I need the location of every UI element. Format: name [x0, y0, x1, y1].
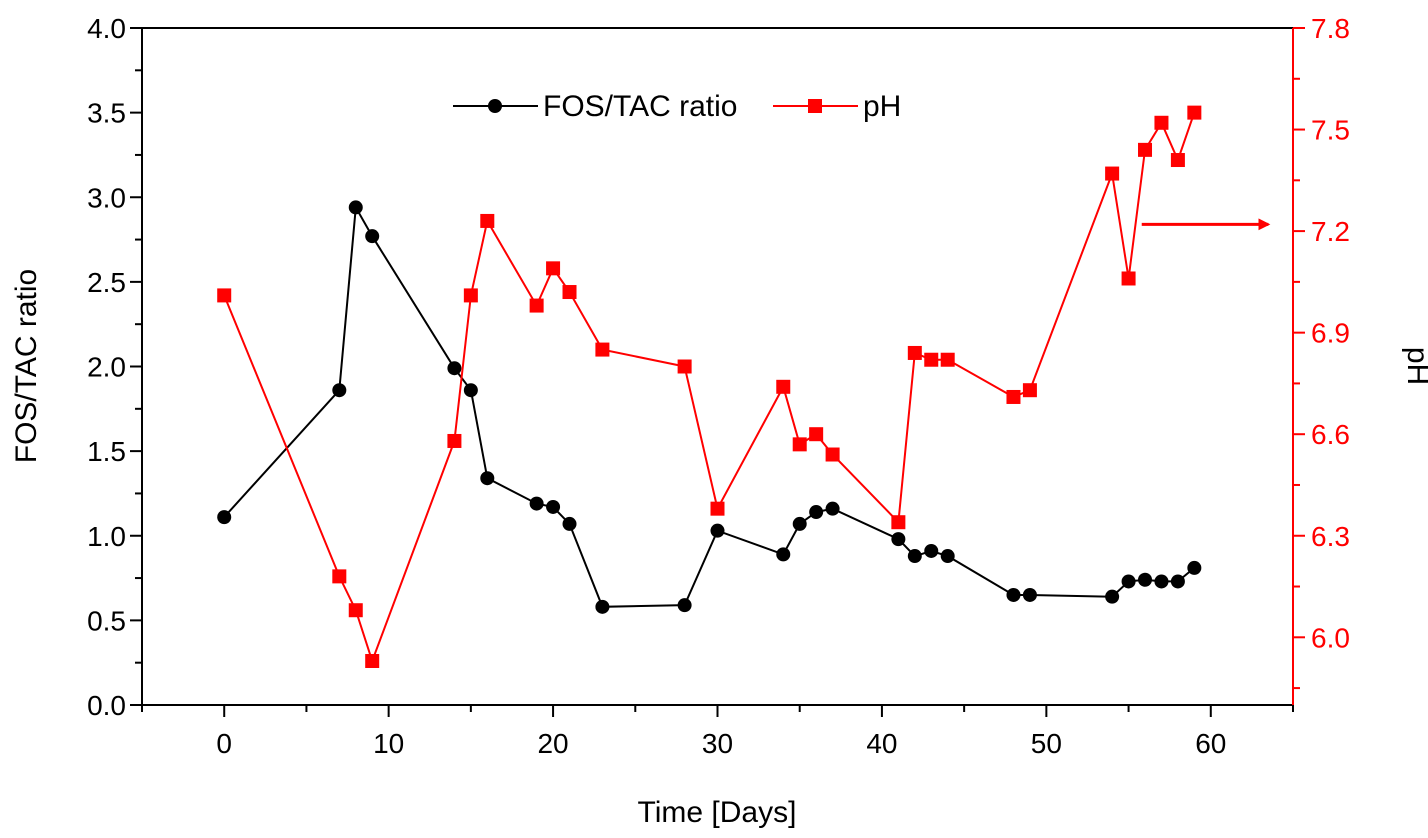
y-left-tick-label: 0.0 [87, 690, 126, 721]
y-right-axis-title: pH [1401, 347, 1428, 385]
fos-tac-data-point [1121, 574, 1136, 589]
ph-data-point [463, 288, 478, 303]
ph-data-point [1187, 105, 1202, 120]
y-right-axis-ticks: 6.0 6.3 6.6 6.9 7.2 7.5 7.8 [1293, 13, 1350, 690]
fos-tac-data-point [792, 516, 807, 531]
fos-tac-data-point [562, 516, 577, 531]
x-tick-label: 60 [1195, 728, 1226, 759]
fos-tac-data-point [1138, 572, 1153, 587]
ph-data-point [480, 213, 495, 228]
legend: FOS/TAC ratio pH [453, 90, 901, 123]
fos-tac-data-point [463, 383, 478, 398]
x-tick-label: 40 [866, 728, 897, 759]
ph-data-point [891, 515, 906, 530]
fos-tac-data-point [1170, 574, 1185, 589]
ph-data-point [348, 603, 363, 618]
fos-tac-data-point [1022, 587, 1037, 602]
fos-tac-data-point [891, 532, 906, 547]
fos-tac-data-point [595, 599, 610, 614]
ph-data-point [1170, 153, 1185, 168]
x-axis-title: Time [Days] [638, 796, 797, 829]
fos-tac-data-point [924, 543, 939, 558]
fos-tac-data-point [365, 229, 380, 244]
ph-data-point [447, 433, 462, 448]
ph-data-point [562, 285, 577, 300]
y-right-tick-label: 6.9 [1311, 318, 1350, 349]
fos-tac-data-point [1154, 574, 1169, 589]
y-left-tick-label: 2.5 [87, 267, 126, 298]
fos-tac-data-point [217, 510, 232, 525]
legend-marker-fos-tac [488, 99, 502, 113]
fos-tac-data-point [546, 499, 561, 514]
y-left-tick-label: 3.5 [87, 98, 126, 129]
x-tick-label: 20 [537, 728, 568, 759]
ph-series-line [223, 112, 1196, 665]
ph-data-point [907, 345, 922, 360]
fos-tac-data-point [1105, 589, 1120, 604]
x-tick-label: 30 [702, 728, 733, 759]
y-left-tick-label: 2.0 [87, 352, 126, 383]
y-right-tick-label: 6.6 [1311, 419, 1350, 450]
ph-data-point [529, 298, 544, 313]
fos-tac-data-point [677, 598, 692, 613]
y-left-tick-label: 1.5 [87, 436, 126, 467]
ph-data-point [595, 342, 610, 357]
series-ph [217, 105, 1202, 668]
fos-tac-data-point [1006, 587, 1021, 602]
ph-data-point [940, 352, 955, 367]
y-left-tick-label: 4.0 [87, 13, 126, 44]
ph-data-point [677, 359, 692, 374]
ph-data-point [710, 501, 725, 516]
y-right-tick-label: 7.2 [1311, 216, 1350, 247]
x-tick-label: 0 [216, 728, 232, 759]
ph-data-point [217, 288, 232, 303]
plot-frame [141, 27, 1294, 706]
ph-data-point [1121, 271, 1136, 286]
ph-data-point [1105, 166, 1120, 181]
y-left-tick-label: 3.0 [87, 182, 126, 213]
ph-data-point [1154, 115, 1169, 130]
y-left-axis-ticks: 0.0 0.5 1.0 1.5 2.0 2.5 3.0 3.5 4.0 [87, 13, 142, 721]
ph-data-point [809, 427, 824, 442]
ph-data-point [546, 261, 561, 276]
legend-marker-ph [808, 99, 822, 113]
fos-tac-data-point [825, 501, 840, 516]
x-tick-label: 50 [1031, 728, 1062, 759]
fos-tac-data-point [776, 547, 791, 562]
fos-tac-data-point [940, 549, 955, 564]
x-axis-ticks: 0 10 20 30 40 50 60 [141, 705, 1294, 759]
fos-tac-data-point [529, 496, 544, 511]
y-left-axis-title: FOS/TAC ratio [10, 269, 43, 463]
fos-tac-data-point [480, 471, 495, 486]
ph-data-point [365, 653, 380, 668]
ph-data-point [924, 352, 939, 367]
fos-tac-data-point [332, 383, 347, 398]
ph-data-point [776, 379, 791, 394]
ph-data-point [1022, 383, 1037, 398]
y-right-tick-label: 6.0 [1311, 622, 1350, 653]
y-right-tick-label: 7.5 [1311, 115, 1350, 146]
fos-tac-data-point [907, 549, 922, 564]
series-fos-tac-ratio [217, 200, 1202, 614]
ph-data-point [332, 569, 347, 584]
ph-data-point [1138, 142, 1153, 157]
fos-tac-series-line [223, 204, 1195, 608]
y-left-tick-label: 1.0 [87, 521, 126, 552]
fos-tac-data-point [710, 523, 725, 538]
y-left-tick-label: 0.5 [87, 605, 126, 636]
ph-data-point [825, 447, 840, 462]
ph-data-point [1006, 389, 1021, 404]
y-right-tick-label: 6.3 [1311, 521, 1350, 552]
y-right-tick-label: 7.8 [1311, 13, 1350, 44]
ph-data-point [792, 437, 807, 452]
fos-tac-data-point [447, 361, 462, 376]
fos-tac-data-point [1187, 560, 1202, 575]
fos-tac-data-point [809, 505, 824, 520]
legend-label-fos-tac: FOS/TAC ratio [543, 90, 737, 123]
x-tick-label: 10 [373, 728, 404, 759]
legend-label-ph: pH [863, 90, 901, 123]
fos-tac-data-point [348, 200, 363, 215]
